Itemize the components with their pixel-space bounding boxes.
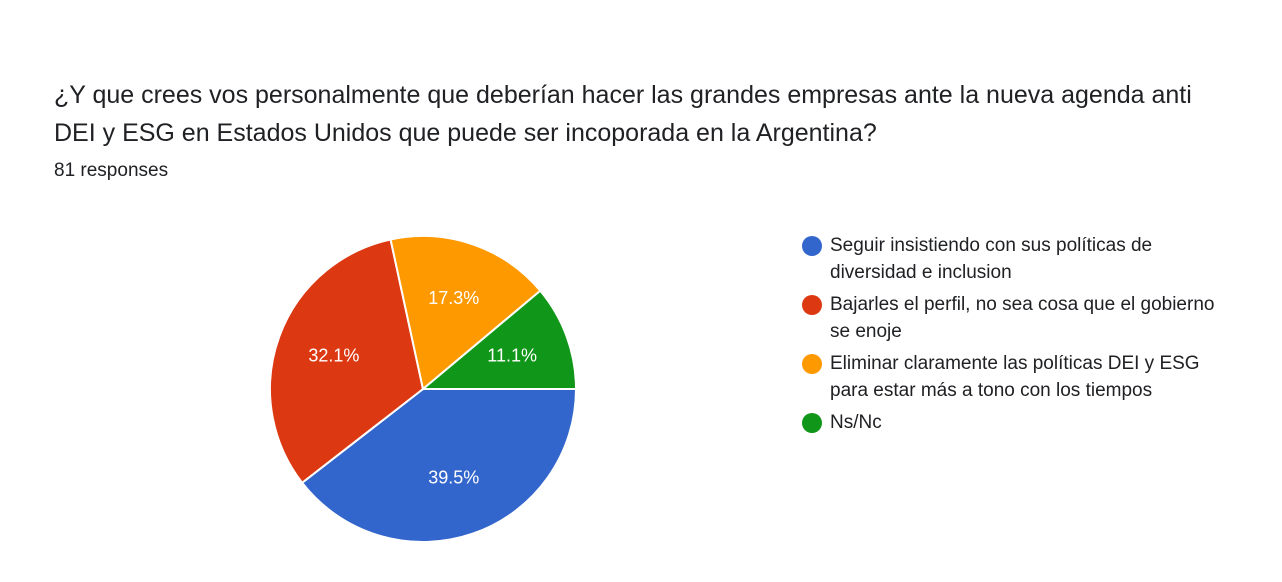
legend-swatch-4 <box>802 413 822 433</box>
question-title: ¿Y que crees vos personalmente que deber… <box>54 81 1192 147</box>
pie-slice-4[interactable] <box>420 289 578 390</box>
pie-slice-3[interactable] <box>389 235 542 391</box>
chart-legend: Seguir insistiendo con sus políticas de … <box>802 232 1222 441</box>
legend-swatch-1 <box>802 236 822 256</box>
legend-label-3: Eliminar claramente las políticas DEI y … <box>830 353 1200 401</box>
pie-slice-1[interactable] <box>300 388 578 543</box>
pie-slice-label-1: 39.5% <box>428 467 479 487</box>
legend-label-2: Bajarles el perfil, no sea cosa que el g… <box>830 294 1215 342</box>
pie-slice-label-2: 32.1% <box>308 345 359 365</box>
response-count: 81 responses <box>54 160 169 181</box>
legend-item-1[interactable]: Seguir insistiendo con sus políticas de … <box>802 232 1222 286</box>
pie-slice-2[interactable] <box>269 238 425 485</box>
pie-slice-labels: 39.5% 32.1% 17.3% 11.1% <box>308 288 537 487</box>
legend-item-2[interactable]: Bajarles el perfil, no sea cosa que el g… <box>802 291 1222 345</box>
pie-slices <box>269 235 578 543</box>
legend-swatch-3 <box>802 354 822 374</box>
pie-slice-label-4: 11.1% <box>487 345 537 365</box>
pie-slice-label-3: 17.3% <box>428 288 479 308</box>
legend-item-4[interactable]: Ns/Nc <box>802 409 1222 436</box>
legend-swatch-2 <box>802 295 822 315</box>
legend-label-1: Seguir insistiendo con sus políticas de … <box>830 235 1153 283</box>
legend-label-4: Ns/Nc <box>830 412 882 433</box>
legend-item-3[interactable]: Eliminar claramente las políticas DEI y … <box>802 350 1222 404</box>
